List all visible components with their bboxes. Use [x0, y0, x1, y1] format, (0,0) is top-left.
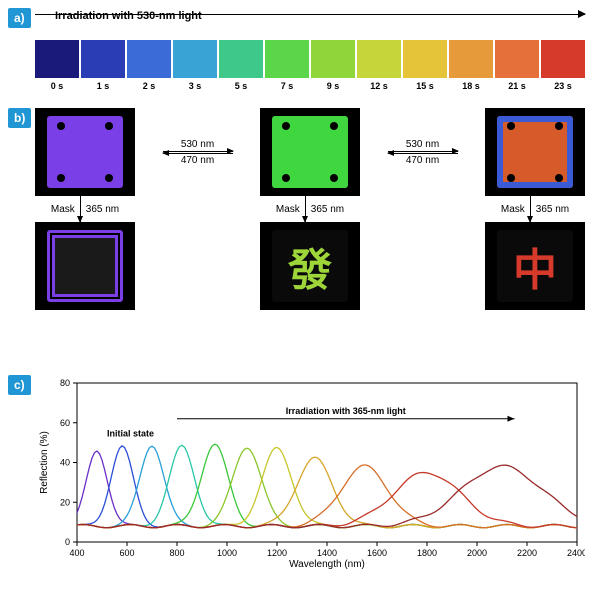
swatch-time-label: 18 s: [449, 81, 493, 91]
svg-text:400: 400: [69, 548, 84, 558]
svg-text:600: 600: [119, 548, 134, 558]
color-swatch: [357, 40, 401, 78]
svg-text:Wavelength (nm): Wavelength (nm): [289, 559, 365, 570]
swatch-time-label: 5 s: [219, 81, 263, 91]
color-swatch: [449, 40, 493, 78]
color-swatch: [495, 40, 539, 78]
mask-label-1: Mask: [51, 204, 75, 215]
mask-label-2: Mask: [276, 204, 300, 215]
svg-text:80: 80: [60, 378, 70, 388]
svg-text:1400: 1400: [317, 548, 337, 558]
svg-text:Irradiation with 365-nm light: Irradiation with 365-nm light: [286, 406, 406, 416]
color-swatch: [265, 40, 309, 78]
mask-arrow-2: Mask 365 nm: [260, 196, 360, 222]
color-swatch: [541, 40, 585, 78]
mask-arrow-1: Mask 365 nm: [35, 196, 135, 222]
panel-a-label: a): [8, 8, 31, 28]
tile-top-left: [35, 108, 135, 196]
svg-text:60: 60: [60, 418, 70, 428]
conversion-arrows-1: 530 nm 470 nm: [150, 139, 245, 166]
panel-a: Irradiation with 530-nm light 0 s1 s2 s3…: [35, 8, 585, 91]
tile-bot-right: 中: [485, 222, 585, 310]
swatch-time-label: 15 s: [403, 81, 447, 91]
irradiation-label-a: Irradiation with 530-nm light: [55, 10, 202, 22]
svg-text:Reflection (%): Reflection (%): [39, 431, 50, 494]
mask-wl-1: 365 nm: [86, 204, 119, 215]
panel-c-label: c): [8, 375, 31, 395]
tile-top-right: [485, 108, 585, 196]
svg-text:20: 20: [60, 497, 70, 507]
color-swatch: [403, 40, 447, 78]
conversion-arrows-2: 530 nm 470 nm: [375, 139, 470, 166]
svg-text:1600: 1600: [367, 548, 387, 558]
reverse-wl-1: 470 nm: [181, 155, 214, 166]
svg-text:1200: 1200: [267, 548, 287, 558]
panel-b: 530 nm 470 nm 530 nm 470 nm Mask 365 nm …: [35, 108, 585, 310]
forward-wl-2: 530 nm: [406, 139, 439, 150]
mask-label-3: Mask: [501, 204, 525, 215]
color-swatch: [35, 40, 79, 78]
swatch-time-label: 0 s: [35, 81, 79, 91]
swatch-labels: 0 s1 s2 s3 s5 s7 s9 s12 s15 s18 s21 s23 …: [35, 78, 585, 91]
swatch-time-label: 23 s: [541, 81, 585, 91]
swatch-time-label: 3 s: [173, 81, 217, 91]
tile-bot-left: [35, 222, 135, 310]
color-swatch: [311, 40, 355, 78]
svg-text:800: 800: [169, 548, 184, 558]
svg-text:2400: 2400: [567, 548, 585, 558]
panel-b-label: b): [8, 108, 31, 128]
color-swatch: [219, 40, 263, 78]
swatch-time-label: 21 s: [495, 81, 539, 91]
color-swatch: [81, 40, 125, 78]
color-swatch: [127, 40, 171, 78]
svg-text:1800: 1800: [417, 548, 437, 558]
mask-arrow-3: Mask 365 nm: [485, 196, 585, 222]
swatch-time-label: 12 s: [357, 81, 401, 91]
color-swatch: [173, 40, 217, 78]
swatch-time-label: 9 s: [311, 81, 355, 91]
swatch-time-label: 1 s: [81, 81, 125, 91]
svg-text:Initial state: Initial state: [107, 429, 154, 439]
tile-top-mid: [260, 108, 360, 196]
swatch-row: [35, 40, 585, 78]
tile-bot-mid: 發: [260, 222, 360, 310]
svg-text:40: 40: [60, 458, 70, 468]
reflection-chart: 4006008001000120014001600180020002200240…: [35, 375, 585, 570]
reverse-wl-2: 470 nm: [406, 155, 439, 166]
panel-c: 4006008001000120014001600180020002200240…: [35, 375, 585, 575]
svg-text:2000: 2000: [467, 548, 487, 558]
swatch-time-label: 7 s: [265, 81, 309, 91]
forward-wl-1: 530 nm: [181, 139, 214, 150]
mask-wl-2: 365 nm: [311, 204, 344, 215]
swatch-time-label: 2 s: [127, 81, 171, 91]
svg-text:1000: 1000: [217, 548, 237, 558]
svg-text:0: 0: [65, 537, 70, 547]
svg-text:2200: 2200: [517, 548, 537, 558]
mask-wl-3: 365 nm: [536, 204, 569, 215]
